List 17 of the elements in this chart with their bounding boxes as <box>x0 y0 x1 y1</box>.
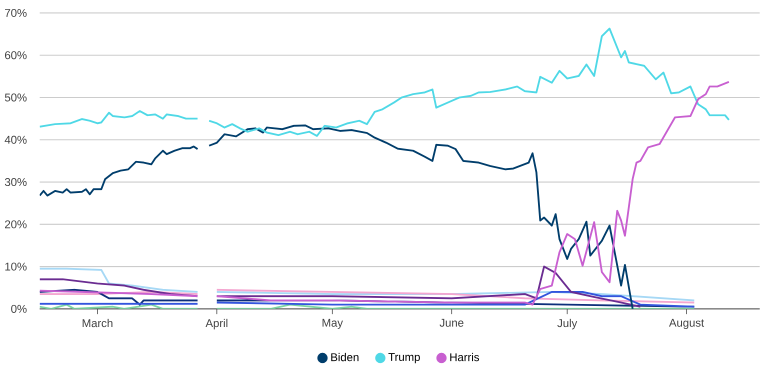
y-tick-label: 50% <box>4 93 27 102</box>
y-tick-label: 30% <box>4 178 27 186</box>
x-tick-label: July <box>557 318 578 330</box>
y-tick-label: 20% <box>5 220 27 228</box>
x-tick-label: August <box>669 318 704 329</box>
y-tick-label: 70% <box>5 8 27 17</box>
x-tick-label: March <box>82 318 112 327</box>
legend-label: Trump <box>388 352 420 364</box>
x-tick-label: May <box>322 318 343 329</box>
y-tick-label: 0% <box>11 304 27 313</box>
legend-label: Biden <box>331 352 358 361</box>
y-tick-label: 10% <box>5 262 27 270</box>
y-tick-label: 60% <box>5 51 27 60</box>
x-tick-label: June <box>440 318 464 327</box>
x-tick-label: April <box>206 318 228 330</box>
legend-label: Harris <box>450 352 480 361</box>
y-tick-label: 40% <box>4 136 27 144</box>
